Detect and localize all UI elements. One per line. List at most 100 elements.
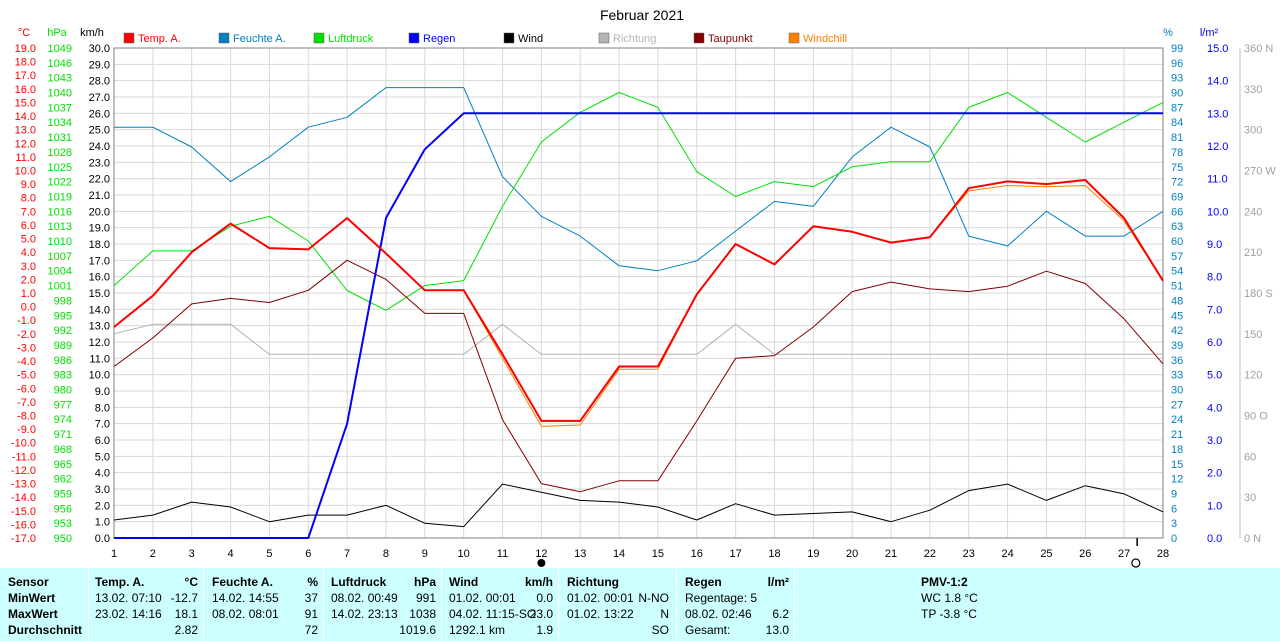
wind-max-time-text: 04.02. 11:15: [449, 607, 515, 621]
wind-header: Wind: [449, 575, 479, 589]
pressure-tick-label: 962: [54, 474, 72, 486]
temp-tick-label: 8.0: [21, 193, 36, 205]
rain-unit-label: l/m²: [1200, 27, 1219, 39]
wind-min-value: 0.0: [536, 591, 553, 605]
legend-swatch: [408, 32, 420, 44]
pressure-tick-label: 1040: [48, 88, 72, 100]
stats-temp-block: Temp. A. °C 13.02. 07:10 -12.7 23.02. 14…: [88, 568, 204, 641]
pressure-tick-label: 953: [54, 518, 72, 530]
rain-tick-label: 0.0: [1207, 533, 1222, 545]
rain-tick-label: 8.0: [1207, 272, 1222, 284]
pressure-tick-label: 1001: [48, 281, 72, 293]
pressure-min-value: 991: [415, 591, 436, 605]
weather-chart: Februar 2021 -17.0-16.0-15.0-14.0-13.0-1…: [10, 7, 1277, 568]
legend-label: Wind: [518, 33, 543, 45]
pressure-min-time: 08.02. 00:49: [331, 591, 398, 605]
temp-avg-value: 2.82: [174, 623, 198, 637]
direction-tick-label: 30: [1244, 492, 1256, 504]
wind-tick-label: 2.0: [95, 500, 110, 512]
pressure-tick-label: 1025: [48, 162, 72, 174]
legend-swatch: [123, 32, 135, 44]
x-tick-label: 10: [458, 548, 470, 560]
rain-header: Regen: [685, 575, 722, 589]
rain-days: Regentage: 5: [685, 591, 758, 605]
rain-total-label: Gesamt:: [685, 623, 731, 637]
rain-tick-label: 9.0: [1207, 239, 1222, 251]
pressure-tick-label: 959: [54, 488, 72, 500]
pressure-tick-label: 1037: [48, 102, 72, 114]
direction-tick-label: 360 N: [1244, 43, 1273, 55]
pressure-tick-label: 956: [54, 503, 72, 515]
humidity-tick-label: 81: [1171, 132, 1183, 144]
rain-total-value: 13.0: [765, 623, 789, 637]
stats-humidity-block: Feuchte A. % 14.02. 14:55 37 08.02. 08:0…: [203, 568, 324, 641]
pressure-tick-label: 977: [54, 399, 72, 411]
temp-max-time: 23.02. 14:16: [95, 607, 162, 621]
temp-tick-label: -7.0: [17, 397, 36, 409]
x-tick-label: 5: [266, 548, 272, 560]
chart-grid: [113, 47, 1164, 539]
temp-tick-label: 1.0: [21, 288, 36, 300]
temp-tick-label: -13.0: [11, 479, 36, 491]
temp-tick-label: 19.0: [15, 43, 36, 55]
wind-tick-label: 16.0: [89, 272, 110, 284]
plot-frame: [113, 47, 1164, 539]
temp-tick-label: -12.0: [11, 465, 36, 477]
humidity-unit: %: [307, 575, 318, 589]
temp-tick-label: 10.0: [15, 166, 36, 178]
direction-tick-label: 90 O: [1244, 411, 1268, 423]
pressure-tick-label: 989: [54, 340, 72, 352]
pressure-max-time: 14.02. 23:13: [331, 607, 398, 621]
wind-tick-label: 23.0: [89, 157, 110, 169]
temp-tick-label: 6.0: [21, 220, 36, 232]
temp-tick-label: 4.0: [21, 247, 36, 259]
pressure-tick-label: 965: [54, 459, 72, 471]
legend-label: Regen: [423, 33, 455, 45]
x-tick-label: 27: [1118, 548, 1130, 560]
wind-tick-label: 24.0: [89, 141, 110, 153]
humidity-tick-label: 51: [1171, 281, 1183, 293]
temp-tick-label: 13.0: [15, 125, 36, 137]
x-tick-label: 28: [1157, 548, 1169, 560]
series-line: [114, 112, 1163, 539]
x-tick-label: 2: [150, 548, 156, 560]
wind-distance: 1292.1 km: [449, 623, 506, 637]
humidity-tick-label: 78: [1171, 147, 1183, 159]
humidity-tick-label: 3: [1171, 518, 1177, 530]
rain-tick-label: 15.0: [1207, 43, 1228, 55]
rain-tick-label: 10.0: [1207, 206, 1228, 218]
direction-tick-label: 180 S: [1244, 288, 1273, 300]
pressure-tick-label: 1022: [48, 177, 72, 189]
temp-tick-label: 18.0: [15, 57, 36, 69]
x-tick-label: 25: [1040, 548, 1052, 560]
wind-tick-label: 28.0: [89, 76, 110, 88]
humidity-tick-label: 0: [1171, 533, 1177, 545]
humidity-max-value: 91: [304, 607, 318, 621]
day-marker-open: [1131, 558, 1141, 568]
x-tick-label: 6: [305, 548, 311, 560]
series-line: [114, 87, 1164, 272]
stats-pressure-block: Luftdruck hPa 08.02. 00:49 991 14.02. 23…: [323, 568, 442, 641]
pressure-tick-label: 1007: [48, 251, 72, 263]
temp-tick-label: -2.0: [17, 329, 36, 341]
row-label-max: MaxWert: [8, 607, 58, 621]
x-tick-label: 4: [227, 548, 233, 560]
wind-tick-label: 12.0: [89, 337, 110, 349]
pressure-tick-label: 992: [54, 325, 72, 337]
pressure-header: Luftdruck: [331, 575, 387, 589]
legend-swatch: [598, 32, 610, 44]
direction-max-value: N: [660, 607, 669, 621]
x-tick-label: 24: [1001, 548, 1013, 560]
humidity-tick-label: 93: [1171, 73, 1183, 85]
x-tick-label: 17: [730, 548, 742, 560]
temp-min-value: -12.7: [170, 591, 198, 605]
wind-tick-label: 3.0: [95, 484, 110, 496]
pressure-tick-label: 950: [54, 533, 72, 545]
wind-tick-label: 22.0: [89, 174, 110, 186]
temp-tick-label: -16.0: [11, 519, 36, 531]
x-tick-label: 19: [807, 548, 819, 560]
chart-legend: Temp. A. Feuchte A. Luftdruck Regen Wind Rich…: [123, 32, 847, 45]
rain-tick-label: 5.0: [1207, 370, 1222, 382]
direction-min-time: 01.02. 00:01: [567, 591, 634, 605]
wind-tick-label: 19.0: [89, 223, 110, 235]
